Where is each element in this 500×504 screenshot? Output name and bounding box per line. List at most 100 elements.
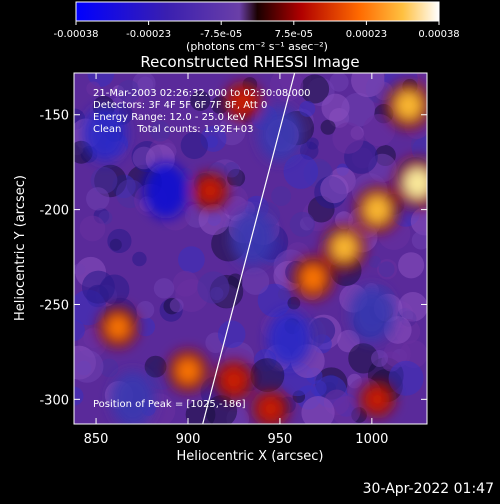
texture-blob	[90, 167, 118, 194]
texture-blob	[250, 358, 285, 393]
texture-blob	[74, 349, 104, 383]
texture-blob	[321, 93, 350, 122]
texture-blob	[398, 252, 425, 279]
colorbar-unit-label: (photons cm⁻² s⁻¹ asec⁻²)	[186, 40, 328, 53]
bright-source	[200, 180, 221, 202]
bright-source	[260, 398, 281, 420]
annotation-detectors: Detectors: 3F 4F 5F 6F 7F 8F, Att 0	[93, 100, 267, 111]
bright-source	[367, 389, 387, 410]
bright-source	[301, 265, 326, 291]
chart-title: Reconstructed RHESSI Image	[140, 53, 359, 71]
x-tick-label: 900	[176, 432, 201, 447]
texture-blob	[371, 350, 388, 368]
dim-region	[143, 162, 188, 219]
texture-blob	[277, 287, 291, 301]
texture-blob	[341, 92, 376, 127]
colorbar-tick-label: -0.00038	[54, 29, 99, 40]
texture-blob	[136, 300, 155, 319]
texture-blob	[411, 230, 427, 250]
dim-region	[257, 105, 302, 162]
bright-source	[232, 90, 254, 113]
texture-blob	[241, 267, 270, 295]
texture-blob	[136, 317, 156, 337]
y-tick-label: -150	[39, 109, 69, 124]
texture-blob	[348, 343, 379, 374]
x-tick-label: 850	[84, 432, 109, 447]
texture-blob	[107, 228, 132, 254]
texture-blob	[289, 211, 315, 237]
colorbar-tick-label: 7.5e-05	[275, 29, 313, 40]
plot-area	[74, 73, 427, 424]
colorbar-ticks: -0.00038 -0.00023 -7.5e-05 7.5e-05 0.00023 0.…	[54, 21, 460, 40]
texture-blob	[287, 296, 301, 310]
texture-blob	[74, 319, 85, 341]
x-tick-label: 1000	[355, 432, 388, 447]
texture-blob	[299, 100, 316, 117]
texture-blob	[300, 74, 330, 104]
texture-blob	[86, 187, 110, 211]
dim-region	[230, 210, 275, 267]
y-tick-label: -200	[39, 204, 69, 219]
bright-source	[106, 315, 130, 340]
texture-blob	[320, 119, 336, 135]
texture-blob	[153, 278, 175, 299]
texture-blob	[144, 355, 167, 378]
x-tick-label: 950	[268, 432, 293, 447]
texture-blob	[205, 135, 218, 148]
emission-sources	[83, 80, 427, 424]
axis-ticks: 850 900 950 1000 -150 -200 -250 -300	[39, 73, 427, 447]
texture-blob	[197, 271, 230, 304]
y-axis-label: Heliocentric Y (arcsec)	[13, 175, 28, 321]
colorbar-tick-label: 0.00038	[418, 29, 459, 40]
dim-region	[267, 310, 312, 367]
texture-blob	[388, 360, 424, 396]
texture-blob	[137, 76, 154, 93]
colorbar-tick-label: 0.00023	[346, 29, 387, 40]
annotation-method-counts: Clean Total counts: 1.92E+03	[93, 124, 253, 135]
texture-blob	[398, 291, 427, 322]
texture-blob	[205, 395, 238, 424]
annotation-time-range: 21-Mar-2003 02:26:32.000 to 02:30:08.000	[93, 88, 311, 99]
x-axis-label: Heliocentric X (arcsec)	[177, 449, 324, 464]
bright-source	[176, 358, 200, 384]
texture-blob	[86, 81, 101, 96]
y-tick-label: -300	[39, 393, 69, 408]
bright-source	[223, 368, 245, 392]
texture-blob	[169, 298, 184, 313]
texture-blob	[362, 114, 396, 147]
annotation-energy-range: Energy Range: 12.0 - 25.0 keV	[93, 112, 246, 123]
texture-blob	[74, 386, 84, 406]
colorbar-tick-label: -0.00023	[126, 29, 171, 40]
texture-blob	[378, 261, 395, 278]
texture-blob	[190, 90, 211, 111]
texture-blob	[149, 120, 171, 142]
bright-source	[331, 234, 357, 261]
texture-blob	[332, 122, 364, 154]
solar-limb-line	[202, 73, 296, 424]
texture-blob	[99, 358, 119, 378]
texture-blob	[301, 396, 335, 424]
dim-region	[83, 105, 128, 162]
plot-frame	[73, 72, 428, 425]
texture-blob	[306, 137, 319, 150]
texture-blob	[223, 161, 240, 178]
texture-blob	[79, 215, 106, 242]
dim-region	[349, 285, 394, 342]
colorbar	[75, 1, 440, 22]
y-tick-label: -250	[39, 298, 69, 313]
texture-blob	[329, 73, 349, 92]
bright-source	[364, 195, 391, 224]
bright-source	[395, 91, 422, 120]
texture-blob	[217, 320, 246, 348]
texture-blob	[320, 174, 349, 204]
annotation-peak-position: Position of Peak = [1025,-186]	[93, 399, 246, 410]
texture-blob	[283, 154, 319, 189]
texture-blob	[132, 251, 147, 267]
dim-region	[110, 371, 155, 424]
texture-blob	[180, 131, 208, 160]
texture-blob	[269, 73, 304, 102]
texture-blob	[410, 207, 427, 236]
texture-blob	[368, 255, 381, 268]
texture-blob	[198, 203, 230, 236]
